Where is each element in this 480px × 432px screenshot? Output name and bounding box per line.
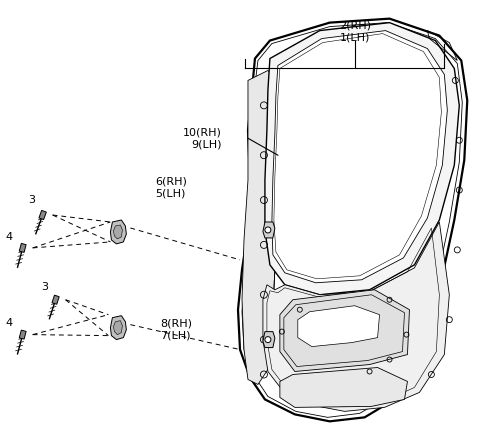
- Polygon shape: [263, 222, 275, 238]
- Polygon shape: [263, 332, 275, 348]
- Polygon shape: [272, 31, 447, 283]
- Polygon shape: [113, 321, 122, 335]
- Text: 4: 4: [6, 318, 13, 327]
- Polygon shape: [113, 225, 122, 239]
- Polygon shape: [52, 295, 59, 304]
- Polygon shape: [280, 368, 408, 407]
- Polygon shape: [110, 316, 126, 340]
- Polygon shape: [280, 290, 409, 372]
- Text: 6(RH)
5(LH): 6(RH) 5(LH): [155, 176, 187, 198]
- Circle shape: [265, 337, 271, 343]
- Text: 3: 3: [42, 282, 48, 292]
- Polygon shape: [298, 306, 380, 346]
- Polygon shape: [242, 70, 280, 384]
- Polygon shape: [265, 22, 459, 295]
- Polygon shape: [110, 220, 126, 244]
- Text: 2(RH)
1(LH): 2(RH) 1(LH): [338, 21, 371, 42]
- Text: 4: 4: [6, 232, 13, 242]
- Polygon shape: [39, 210, 47, 219]
- Polygon shape: [263, 222, 449, 411]
- Circle shape: [265, 227, 271, 233]
- Text: 8(RH)
7(LH): 8(RH) 7(LH): [160, 319, 192, 340]
- Polygon shape: [19, 330, 26, 339]
- Text: 10(RH)
9(LH): 10(RH) 9(LH): [183, 127, 222, 149]
- Text: 3: 3: [29, 195, 36, 205]
- Polygon shape: [238, 19, 467, 421]
- Polygon shape: [19, 243, 26, 252]
